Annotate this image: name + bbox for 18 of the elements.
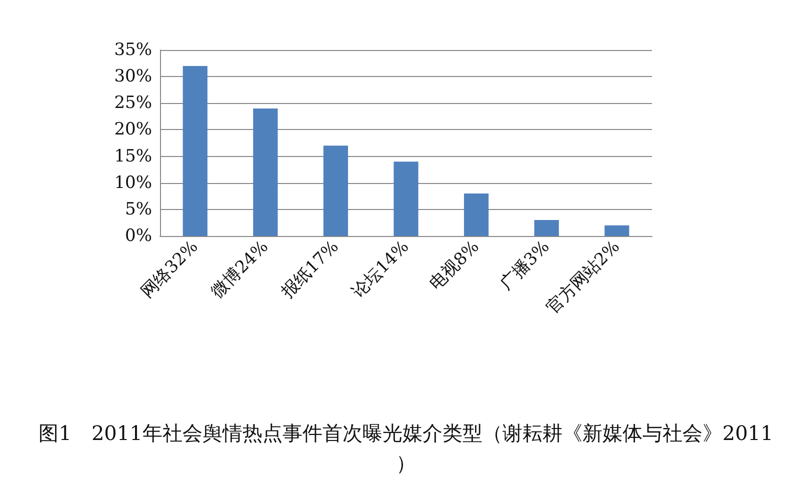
y-tick-label: 20% — [114, 120, 152, 140]
bar — [534, 220, 559, 236]
text: 图1 2011年社会舆情热点事件首次曝光媒介类型（谢耘耕《新媒体与社会》2011） — [38, 421, 774, 475]
y-tick-label: 10% — [114, 172, 152, 193]
y-tick-label: 0% — [125, 226, 152, 246]
y-tick-label: 30% — [114, 66, 152, 87]
bar — [253, 108, 278, 236]
bar — [464, 193, 489, 236]
y-tick-label: 5% — [125, 199, 152, 220]
bar — [394, 162, 418, 236]
x-tick-label: 广播3% — [496, 236, 554, 294]
y-tick-label: 15% — [114, 146, 152, 166]
y-tick-label: 25% — [114, 93, 152, 114]
y-tick-label: 35% — [114, 40, 152, 60]
bar — [323, 146, 348, 236]
x-tick-label: 电视8% — [426, 236, 484, 294]
bar — [604, 225, 630, 236]
bar — [182, 66, 208, 236]
